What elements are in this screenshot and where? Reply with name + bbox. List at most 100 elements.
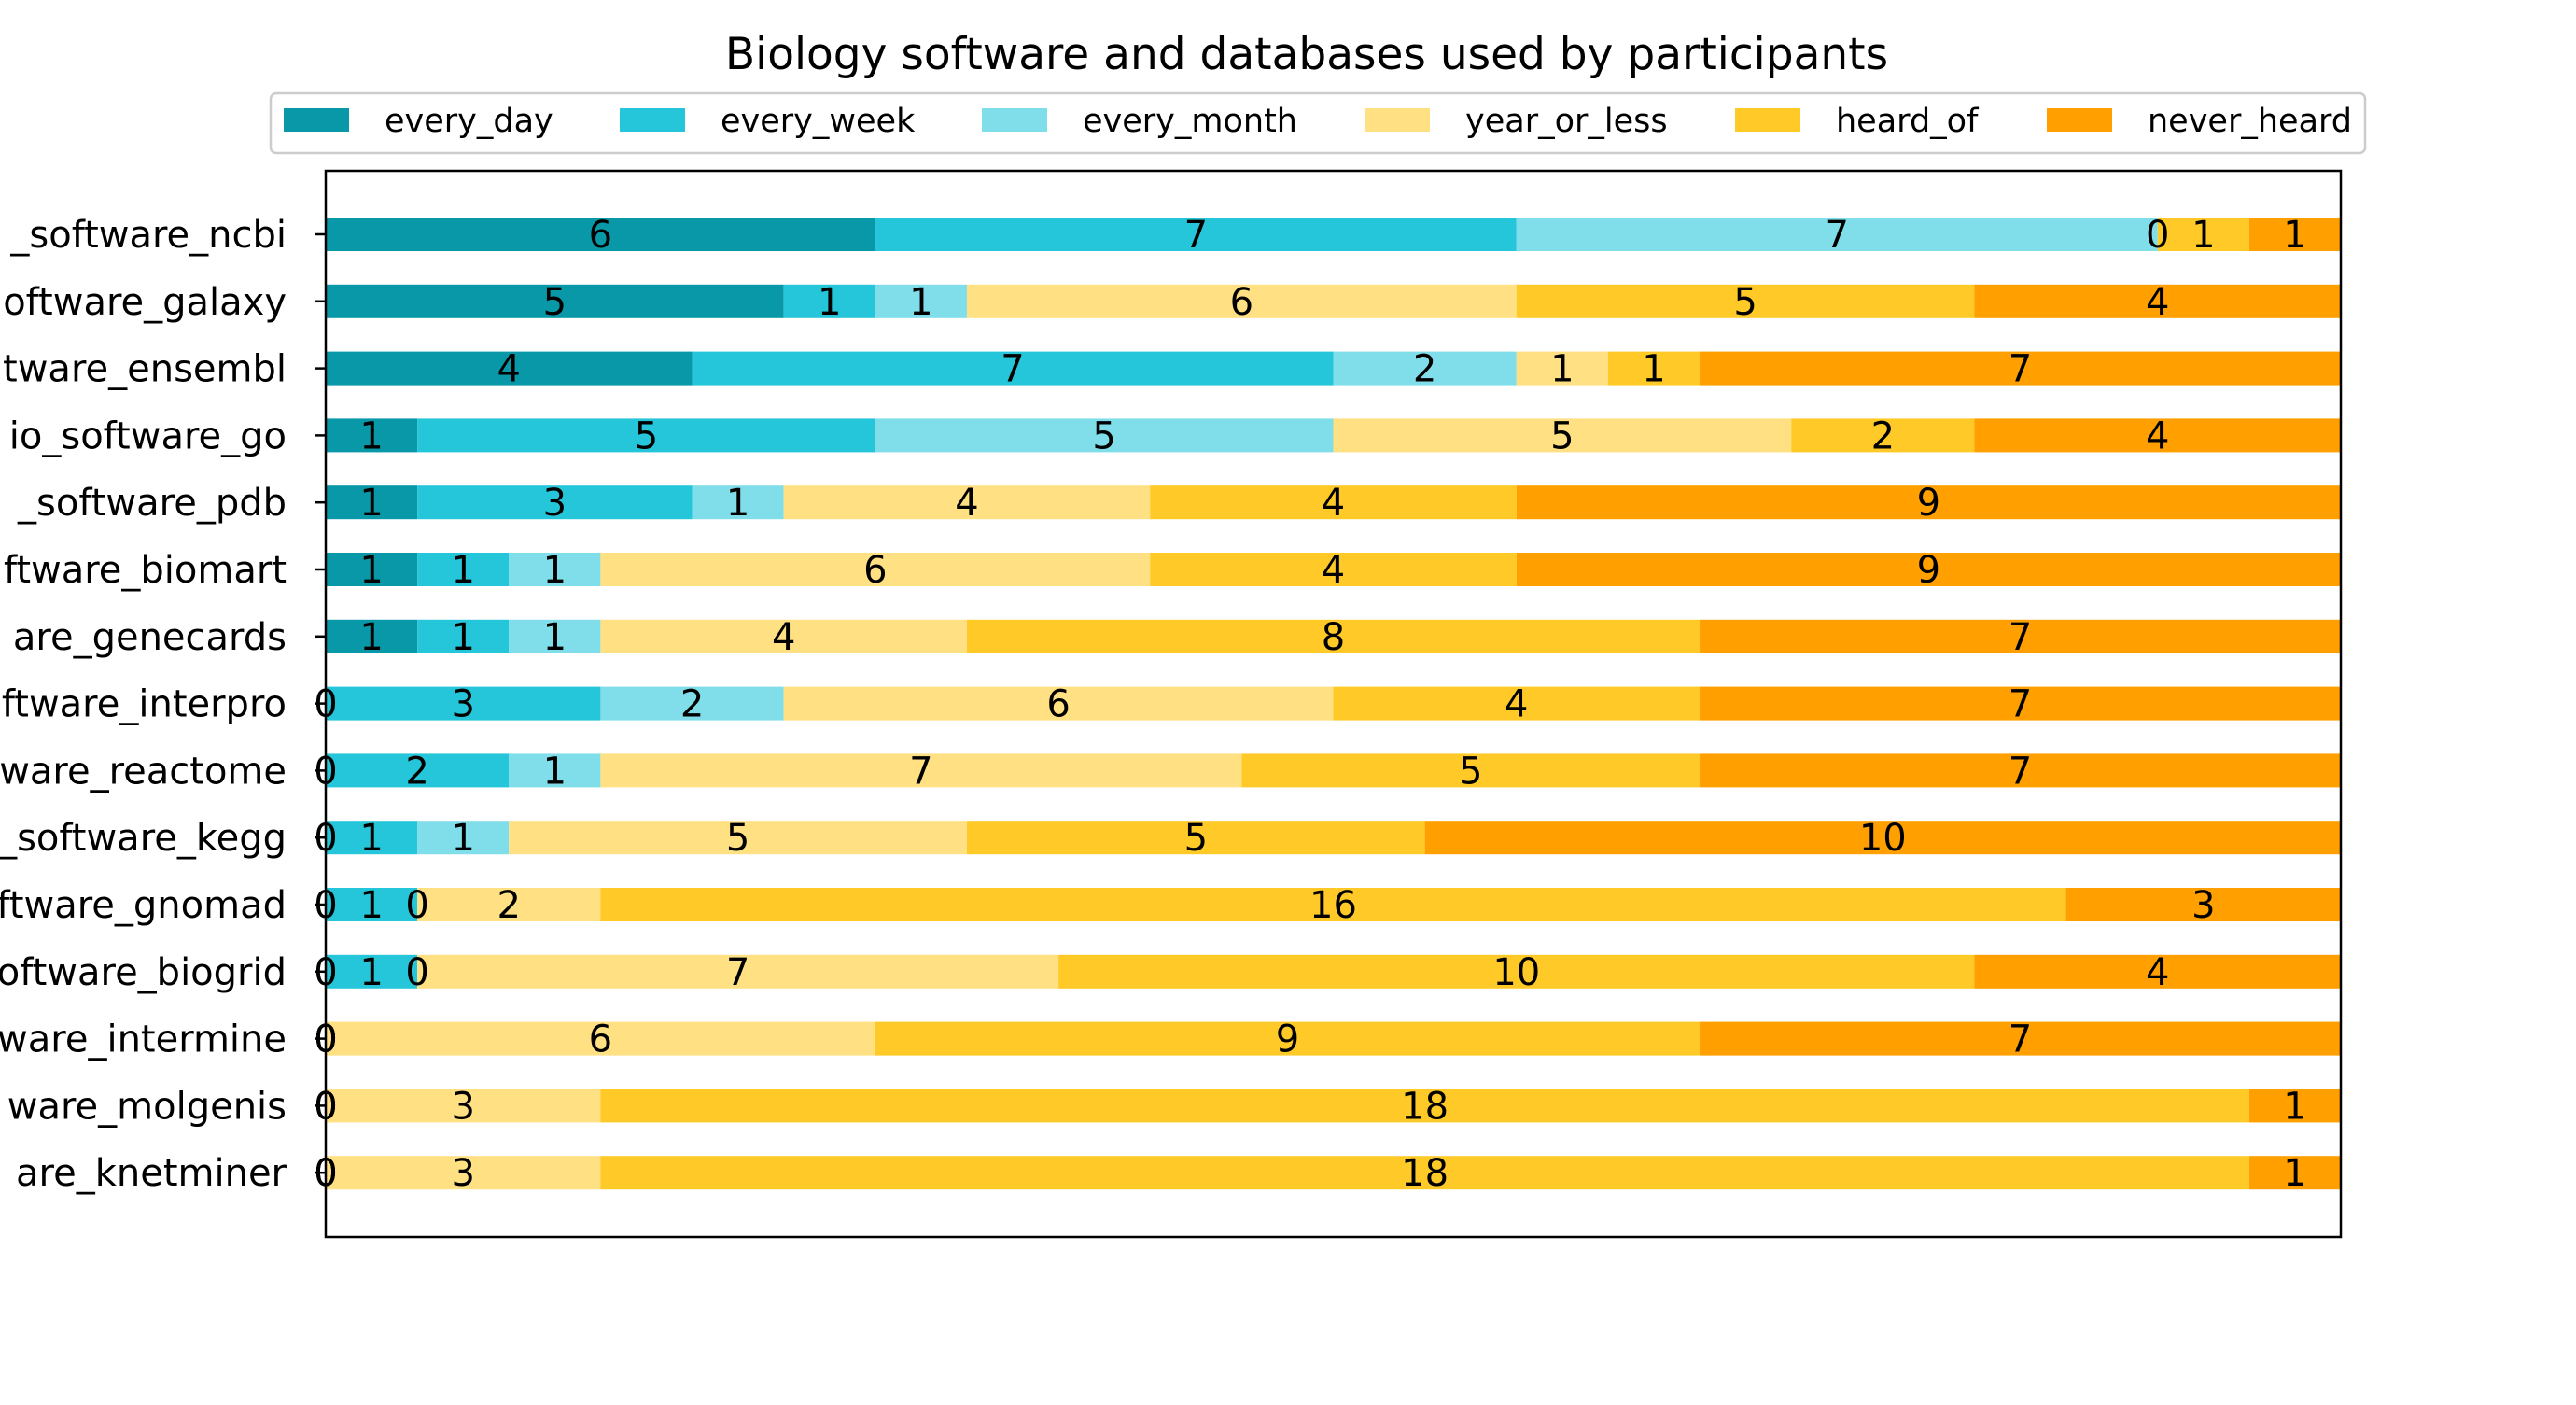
legend-label-every_week: every_week [721,103,916,140]
data-label-every_week-7: 3 [451,683,474,726]
data-label-every_day-4: 1 [359,482,383,525]
data-label-every_week-4: 3 [543,482,567,525]
legend-label-year_or_less: year_or_less [1465,103,1668,140]
data-label-heard_of-12: 9 [1276,1019,1299,1061]
bar-segment-year_or_less-2 [1516,351,1608,386]
bar-segment-every_day-1 [326,284,784,318]
data-label-every_week-6: 1 [451,616,474,659]
bar-segment-every_week-10 [326,888,418,921]
data-label-year_or_less-3: 5 [1550,414,1574,457]
legend-swatch-every_month [982,108,1047,132]
data-label-heard_of-10: 16 [1309,884,1357,927]
data-label-every_month-4: 1 [726,482,749,525]
bar-segment-never_heard-11 [1974,954,2341,989]
y-tick-label-1: oftware_galaxy [3,281,287,324]
data-label-every_week-10: 1 [359,884,383,927]
data-label-every_week-5: 1 [451,549,474,592]
bar-segment-every_day-3 [326,418,418,453]
bar-segment-every_week-7 [326,686,601,721]
bar-segment-heard_of-14 [600,1156,2249,1190]
data-label-every_day-3: 1 [359,414,383,457]
data-label-every_week-8: 2 [405,750,428,793]
y-tick-label-13: ware_molgenis [7,1085,287,1128]
bar-segment-heard_of-8 [1241,753,1701,788]
data-label-year_or_less-13: 3 [451,1085,474,1128]
bar-segment-heard_of-11 [1058,954,1975,989]
data-label-heard_of-8: 5 [1459,750,1482,793]
data-label-heard_of-7: 4 [1505,683,1528,726]
data-label-every_day-1: 5 [543,281,567,324]
data-label-every_week-3: 5 [635,414,658,457]
y-tick-label-0: _software_ncbi [9,214,287,257]
data-label-year_or_less-10: 2 [497,884,521,927]
data-label-every_week-1: 1 [818,281,841,324]
y-tick-label-12: ware_intermine [0,1019,287,1061]
bar-segment-every_week-0 [875,218,1517,251]
y-tick-label-4: _software_pdb [17,482,287,525]
bar-segment-heard_of-5 [1150,553,1517,586]
data-label-never_heard-14: 1 [2283,1152,2306,1195]
legend-box [269,91,2367,155]
bar-segment-heard_of-7 [1333,686,1701,721]
legend-swatch-never_heard [2047,108,2112,132]
data-label-every_month-8: 1 [543,750,567,793]
data-label-never_heard-7: 7 [2009,683,2032,726]
bar-segment-never_heard-13 [2248,1089,2341,1123]
data-label-never_heard-6: 7 [2009,616,2032,659]
bar-segment-heard_of-3 [1791,418,1975,453]
data-label-year_or_less-8: 7 [909,750,932,793]
y-tick-label-8: ware_reactome [0,750,287,793]
data-label-year_or_less-0: 0 [2146,214,2169,257]
bar-segment-never_heard-0 [2248,218,2341,251]
data-label-every_month-11: 0 [405,951,428,994]
y-tick-label-5: ftware_biomart [4,549,287,592]
data-label-never_heard-4: 9 [1917,482,1940,525]
bar-segment-year_or_less-14 [326,1156,601,1190]
bar-segment-every_week-8 [326,753,510,788]
legend-label-every_month: every_month [1083,103,1297,140]
bar-segment-heard_of-12 [875,1021,1701,1056]
data-label-never_heard-3: 4 [2146,414,2169,457]
data-label-year_or_less-5: 6 [863,549,887,592]
data-label-year_or_less-14: 3 [451,1152,474,1195]
data-label-every_month-1: 1 [909,281,932,324]
bar-segment-year_or_less-10 [417,888,601,921]
bar-segment-heard_of-1 [1516,284,1975,318]
data-label-year_or_less-6: 4 [772,616,795,659]
data-label-every_week-11: 1 [359,951,383,994]
bar-segment-every_day-4 [326,485,418,520]
data-label-year_or_less-1: 6 [1230,281,1253,324]
bar-segment-year_or_less-6 [600,619,967,653]
bar-segment-every_week-5 [417,553,510,586]
data-label-heard_of-9: 5 [1184,817,1208,860]
bar-segment-heard_of-0 [2157,218,2249,251]
bar-segment-every_month-3 [875,418,1334,453]
data-label-year_or_less-4: 4 [955,482,978,525]
bar-segment-every_week-2 [692,351,1334,386]
bar-segment-every_month-7 [600,686,784,721]
data-label-never_heard-12: 7 [2009,1019,2032,1061]
data-label-every_month-5: 1 [543,549,567,592]
data-label-year_or_less-9: 5 [726,817,749,860]
data-label-heard_of-13: 18 [1401,1085,1449,1128]
bars [326,218,2341,1190]
data-label-never_heard-11: 4 [2146,951,2169,994]
data-label-heard_of-5: 4 [1322,549,1345,592]
data-label-heard_of-1: 5 [1733,281,1757,324]
data-label-every_week-9: 1 [359,817,383,860]
data-label-heard_of-4: 4 [1322,482,1345,525]
y-tick-label-3: io_software_go [9,414,287,457]
bar-segment-every_month-1 [875,284,967,318]
chart-title: Biology software and databases used by p… [725,29,1888,80]
data-label-heard_of-3: 2 [1871,414,1895,457]
bar-segment-every_month-2 [1333,351,1517,386]
data-label-never_heard-9: 10 [1859,817,1907,860]
data-label-every_month-6: 1 [543,616,567,659]
bar-segment-heard_of-9 [966,821,1425,855]
data-label-heard_of-11: 10 [1492,951,1540,994]
data-label-never_heard-0: 1 [2283,214,2306,257]
bar-segment-heard_of-2 [1607,351,1701,386]
data-label-never_heard-10: 3 [2191,884,2215,927]
data-label-every_month-10: 0 [405,884,428,927]
